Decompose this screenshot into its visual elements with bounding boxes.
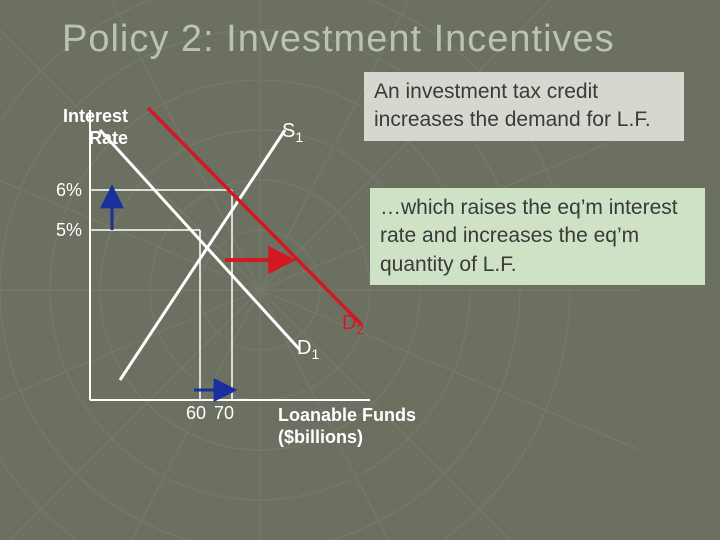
- s1-letter: S: [282, 120, 295, 142]
- label-s1: S1: [282, 120, 303, 145]
- y-axis-label-line1: Interest: [63, 106, 128, 126]
- textbox-2: …which raises the eq’m interest rate and…: [370, 188, 705, 285]
- x-axis-label: Loanable Funds ($billions): [278, 405, 448, 448]
- y-axis-label-line2: Rate: [89, 128, 128, 148]
- page-title: Policy 2: Investment Incentives: [62, 18, 615, 61]
- label-d1: D1: [297, 337, 319, 362]
- d2-sub: 2: [356, 321, 364, 337]
- textbox-1: An investment tax credit increases the d…: [364, 72, 684, 141]
- x-axis-label-line2: ($billions): [278, 427, 363, 447]
- x-axis-label-line1: Loanable Funds: [278, 405, 416, 425]
- d1-sub: 1: [311, 346, 319, 362]
- label-d2: D2: [342, 312, 364, 337]
- graph-svg: [60, 100, 400, 430]
- y-tick-6pct: 6%: [56, 180, 82, 201]
- y-tick-5pct: 5%: [56, 220, 82, 241]
- economics-graph: Interest Rate Loanable Funds ($billions)…: [60, 100, 400, 430]
- x-tick-70: 70: [214, 403, 234, 424]
- x-tick-60: 60: [186, 403, 206, 424]
- s1-sub: 1: [295, 129, 303, 145]
- d1-letter: D: [297, 337, 311, 359]
- d2-letter: D: [342, 312, 356, 334]
- y-axis-label: Interest Rate: [48, 106, 128, 149]
- supply-curve-s1: [120, 130, 285, 380]
